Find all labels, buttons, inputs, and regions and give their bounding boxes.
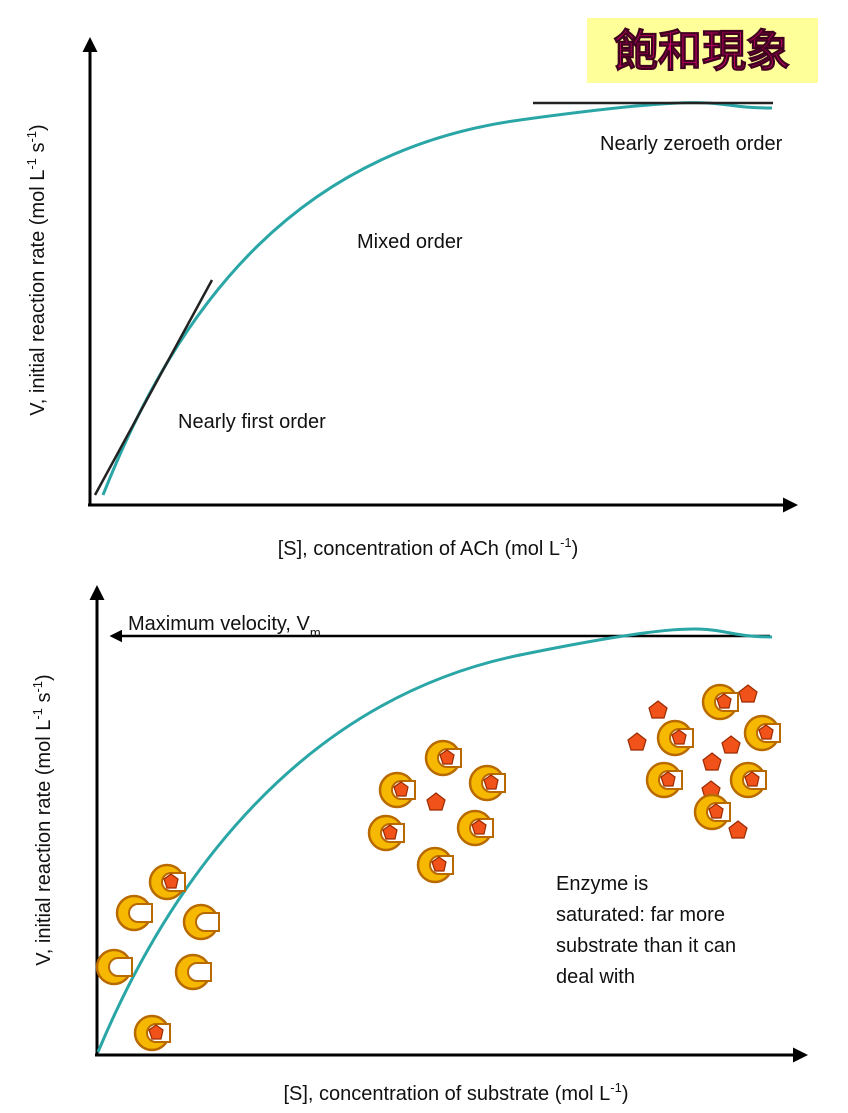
label-part: ) [27,124,49,131]
label-part: V, initial reaction rate (mol L [33,720,55,966]
y-label: V, initial reaction rate (mol L-1 s-1) [24,124,49,415]
enzyme-icon [739,685,757,702]
note: substrate than it can [556,935,736,957]
top-graph: Nearly zeroeth order Mixed order Nearly … [24,40,795,560]
enzyme-icon [135,1016,170,1050]
label-part: ) [572,538,579,560]
enzymes-mid [369,741,505,882]
label-part: V, initial reaction rate (mol L [27,170,49,416]
label-part: s [33,693,55,709]
tangent-line [95,280,212,495]
enzyme-icon [729,821,747,838]
enzyme-icon [658,721,693,755]
label-part: [S], concentration of ACh (mol L [278,538,560,560]
enzymes-high [628,685,780,838]
enzyme-icon [458,811,493,845]
enzyme-icon [380,773,415,807]
annotation: Nearly zeroeth order [600,133,783,155]
enzyme-icon [695,795,730,829]
enzyme-icon [647,763,682,797]
x-label: [S], concentration of substrate (mol L-1… [283,1080,628,1105]
enzyme-icon [369,816,404,850]
label-part: s [27,143,49,159]
label-sup: -1 [30,708,45,720]
enzymes-low [97,865,219,1050]
label-part: ) [33,674,55,681]
enzyme-icon [97,950,132,984]
enzyme-icon [628,733,646,750]
note: deal with [556,966,635,988]
enzyme-icon [427,793,445,810]
label-sup: -1 [30,681,45,693]
bottom-graph: Maximum velocity, Vm Enzyme is saturated… [30,588,805,1105]
enzyme-icon [703,753,721,770]
enzyme-icon [418,848,453,882]
enzyme-icon [722,736,740,753]
enzyme-icon [117,896,152,930]
label-sub: m [310,625,321,640]
note: Enzyme is [556,873,648,895]
enzyme-icon [426,741,461,775]
curve [103,103,772,495]
y-label: V, initial reaction rate (mol L-1 s-1) [30,674,55,965]
enzyme-icon [731,763,766,797]
enzyme-icon [649,701,667,718]
label-sup: -1 [24,131,39,143]
enzyme-icon [176,955,211,989]
enzyme-icon [150,865,185,899]
note: saturated: far more [556,904,725,926]
page: 飽和現象 Nearly zeroeth order Mixed order Ne… [0,0,848,1113]
enzyme-icon [745,716,780,750]
enzyme-icon [703,685,738,719]
label-sup: -1 [610,1080,622,1095]
annotation: Mixed order [357,231,463,253]
label-sup: -1 [560,535,572,550]
label-part: [S], concentration of substrate (mol L [283,1083,610,1105]
title: 飽和現象 [614,27,790,76]
enzyme-icon [470,766,505,800]
label-sup: -1 [24,158,39,170]
x-label: [S], concentration of ACh (mol L-1) [278,535,579,560]
label-part: ) [622,1083,629,1105]
annotation: Nearly first order [178,411,326,433]
label-part: Maximum velocity, V [128,613,311,635]
enzyme-icon [184,905,219,939]
